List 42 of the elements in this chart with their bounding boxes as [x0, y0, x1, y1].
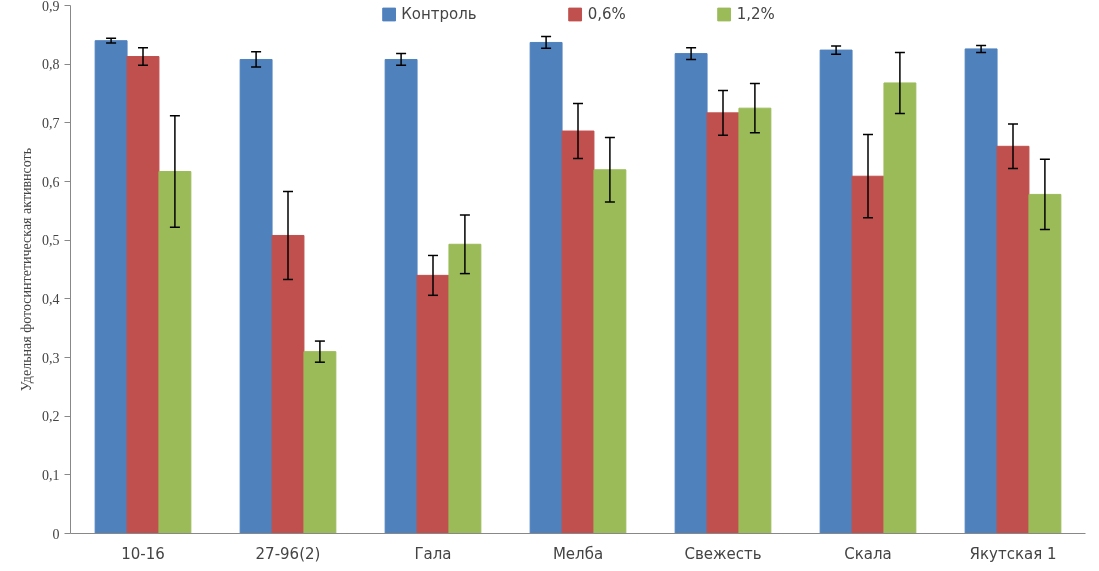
bar [851, 175, 885, 534]
y-tick-label: 0,7 [42, 115, 60, 131]
x-tick-label: Мелба [552, 544, 604, 563]
x-tick-label: Гала [414, 544, 452, 563]
bar [819, 49, 853, 534]
bar [303, 351, 337, 534]
bar [561, 130, 595, 534]
bar [126, 56, 160, 534]
bar [384, 58, 418, 534]
y-tick-label: 0,6 [42, 174, 60, 190]
bar [529, 41, 563, 534]
bar [674, 53, 708, 534]
bar [964, 48, 998, 534]
bar [448, 243, 482, 534]
legend-label: Контроль [401, 5, 477, 23]
bar [706, 112, 740, 534]
bar [1028, 193, 1062, 534]
y-axis-title: Удельная фотосинтетическая активнсоть [19, 147, 34, 392]
y-tick-label: 0,1 [42, 467, 60, 483]
y-tick-label: 0,5 [42, 233, 60, 249]
x-tick-label: Скала [844, 544, 892, 563]
y-tick-label: 0 [52, 526, 60, 542]
bar [239, 58, 273, 534]
bar [94, 40, 128, 534]
legend-label: 0,6% [587, 5, 626, 23]
y-tick-label: 0,2 [42, 409, 60, 425]
y-tick-label: 0,8 [42, 57, 60, 73]
y-tick-label: 0,3 [42, 350, 60, 366]
x-tick-label: Якутская 1 [969, 544, 1057, 563]
x-tick-label: Свежесть [684, 544, 762, 563]
y-tick-label: 0,9 [42, 0, 60, 14]
bar [271, 234, 305, 534]
bar [996, 145, 1030, 534]
y-tick-label: 0,4 [42, 291, 60, 307]
bar [593, 169, 627, 534]
x-tick-label: 10-16 [121, 544, 165, 563]
bar [416, 274, 450, 534]
legend-label: 1,2% [736, 5, 775, 23]
bar [738, 107, 772, 534]
bar [883, 82, 917, 534]
bar [158, 171, 192, 534]
x-tick-label: 27-96(2) [255, 544, 321, 563]
